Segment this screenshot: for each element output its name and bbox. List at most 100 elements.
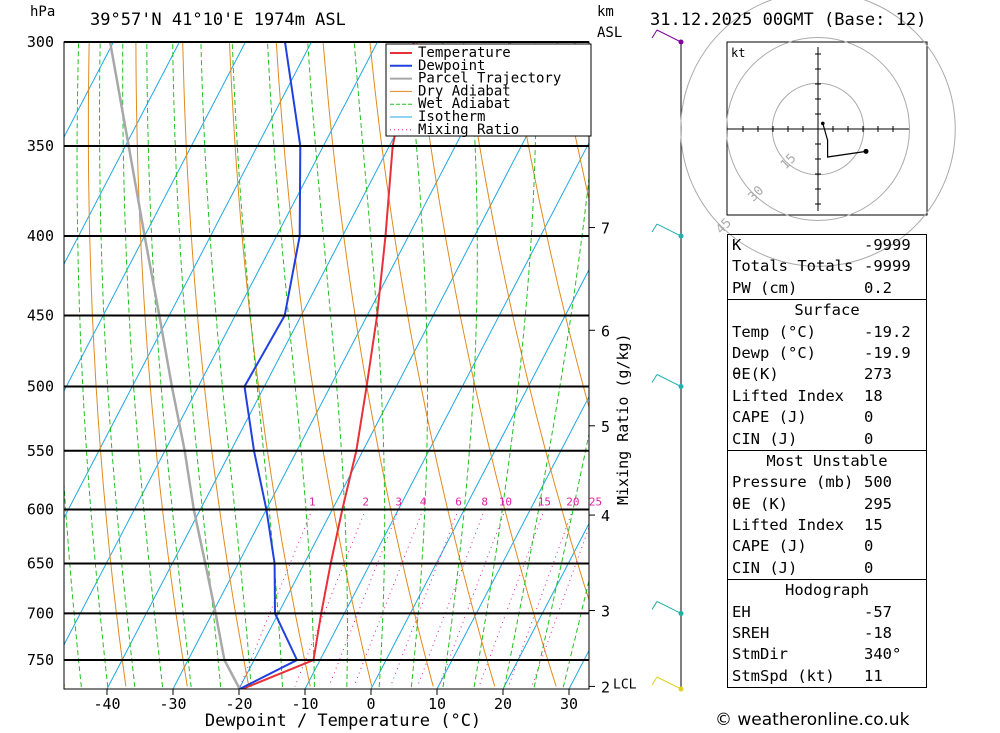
most_unstable-row: Pressure (mb) 500 [728, 472, 926, 493]
stat-value: 15 [864, 516, 883, 535]
wind-barb-flag [651, 223, 658, 233]
legend-label: Wet Adiabat [418, 96, 511, 112]
dry-adiabat-line [463, 42, 589, 602]
pressure-tick-label: 700 [27, 604, 54, 622]
stat-value: 295 [864, 494, 892, 513]
stat-value: -19.9 [864, 343, 911, 362]
wind-barb [656, 374, 682, 387]
wet-adiabat-line [64, 476, 83, 689]
legend-box [385, 43, 592, 137]
most_unstable-row: Lifted Index 15 [728, 515, 926, 536]
stat-value: -57 [864, 602, 892, 621]
mixing-ratio-line [294, 509, 367, 687]
hodograph-row: StmSpd (kt) 11 [728, 666, 926, 687]
stat-value: -19.2 [864, 322, 911, 341]
hodograph-row: SREH -18 [728, 623, 926, 644]
lcl-label: LCL [613, 677, 637, 692]
isotherm-line [106, 42, 444, 689]
wind-barb-flag [651, 29, 658, 39]
location-title: 39°57'N 41°10'E 1974m ASL [90, 10, 346, 30]
stat-label: CIN (J) [732, 558, 798, 577]
stat-label: SREH [732, 624, 770, 643]
stat-label: K [732, 236, 742, 254]
legend-label: Dry Adiabat [418, 83, 511, 99]
stat-label: Lifted Index [732, 386, 844, 405]
mixing-ratio-label: 10 [499, 495, 512, 508]
isotherm-line [64, 42, 378, 646]
x-tick-label: 0 [366, 695, 375, 713]
stat-value: 11 [864, 666, 883, 685]
dry-adiabat-line [87, 42, 127, 687]
isotherm-line [238, 42, 576, 689]
temperature-line [241, 42, 415, 689]
stat-label: θE(K) [732, 365, 779, 384]
stat-value: 500 [864, 473, 892, 492]
stat-label: Temp (°C) [732, 322, 816, 341]
km-tick-label: 4 [601, 507, 610, 525]
plot-frame [63, 41, 590, 690]
wind-barb [656, 676, 682, 690]
mixing-ratio-label: 2 [362, 495, 369, 508]
mixing-ratio-label: 25 [589, 495, 602, 508]
km-tick-label: 5 [601, 418, 610, 436]
most-unstable-title: Most Unstable [728, 449, 926, 472]
stat-value: 0 [864, 537, 874, 556]
datetime-title: 31.12.2025 00GMT (Base: 12) [650, 10, 927, 30]
km-tick-label: 6 [601, 322, 610, 340]
mixing-ratio-label: 8 [481, 495, 488, 508]
surface-title: Surface [728, 299, 926, 321]
km-tick-label: 3 [601, 603, 610, 621]
isotherm-line [64, 42, 114, 139]
wet-adiabat-line [473, 42, 537, 689]
most_unstable-row: CIN (J) 0 [728, 558, 926, 579]
mixing-ratio-label: 1 [309, 495, 316, 508]
stat-value: 273 [864, 365, 892, 384]
wet-adiabat-line [146, 42, 192, 689]
stat-value: 0 [864, 558, 874, 577]
wind-barb-flag [651, 676, 658, 686]
general-row: Totals Totals -9999 [728, 256, 926, 277]
x-tick-label: -30 [159, 695, 186, 713]
stat-label: StmSpd (kt) [732, 666, 835, 685]
mixing-ratio-label: 4 [420, 495, 427, 508]
stat-value: 18 [864, 386, 883, 405]
pressure-tick-label: 450 [27, 306, 54, 324]
km-unit: km [597, 4, 614, 20]
stat-label: θE (K) [732, 494, 788, 513]
stat-label: CIN (J) [732, 429, 798, 448]
most_unstable-row: θE (K) 295 [728, 494, 926, 515]
wet-adiabat-line [122, 42, 164, 689]
wet-adiabat-line [533, 431, 589, 689]
x-tick-label: 30 [560, 695, 578, 713]
stat-label: Dewp (°C) [732, 343, 816, 362]
surface-row: Dewp (°C) -19.9 [728, 343, 926, 364]
stat-value: -18 [864, 624, 892, 643]
wet-adiabat-line [442, 42, 478, 689]
stat-label: Lifted Index [732, 516, 844, 535]
wet-adiabat-line [267, 42, 315, 689]
wind-barb [656, 223, 682, 237]
watermark: © weatheronline.co.uk [715, 710, 910, 730]
stat-value: 0.2 [864, 278, 892, 297]
dry-adiabat-line [931, 42, 1000, 686]
isotherm-line [64, 42, 312, 519]
dry-adiabat-line [229, 42, 311, 687]
isotherm-line [304, 141, 589, 689]
surface-row: CAPE (J) 0 [728, 407, 926, 428]
stats-table: K -9999 Totals Totals -9999 PW (cm) 0.2 Surfa… [727, 234, 927, 689]
hodograph-point [863, 148, 869, 154]
km-tick-label: 7 [601, 220, 610, 238]
stat-label: CAPE (J) [732, 408, 807, 427]
surface-row: Temp (°C) -19.2 [728, 322, 926, 343]
mixing-ratio-line [531, 526, 589, 687]
isotherm-line [64, 42, 246, 393]
legend-label: Temperature [418, 45, 511, 61]
legend-label: Isotherm [418, 109, 485, 125]
dry-adiabat-line [182, 42, 250, 687]
pressure-tick-label: 600 [27, 500, 54, 518]
pressure-tick-label: 550 [27, 442, 54, 460]
general-row: PW (cm) 0.2 [728, 278, 926, 299]
hodograph-trace [822, 123, 867, 158]
x-tick-label: -40 [93, 695, 120, 713]
wet-adiabat-line [76, 42, 109, 689]
